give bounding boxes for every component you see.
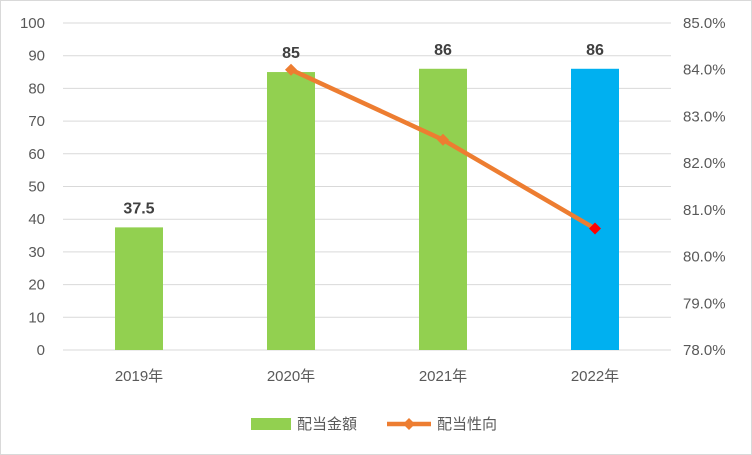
legend-marker-line bbox=[403, 418, 415, 430]
y-left-tick-label: 80 bbox=[28, 80, 45, 97]
x-tick-label: 2019年 bbox=[115, 368, 163, 385]
y-left-tick-label: 100 bbox=[20, 15, 45, 32]
y-right-tick-label: 79.0% bbox=[683, 295, 726, 312]
y-right-tick-label: 82.0% bbox=[683, 155, 726, 172]
bar-data-label: 86 bbox=[586, 42, 604, 59]
y-right-tick-label: 80.0% bbox=[683, 249, 726, 266]
y-axis-left: 0 10 20 30 40 50 60 70 80 90 100 bbox=[20, 15, 45, 359]
line-point bbox=[285, 63, 297, 76]
y-axis-right: 78.0% 79.0% 80.0% 81.0% 82.0% 83.0% 84.0% 85.0% bbox=[683, 15, 726, 359]
bar-data-label: 37.5 bbox=[123, 200, 154, 217]
bar-data-label: 86 bbox=[434, 42, 452, 59]
bar-data-label: 85 bbox=[282, 45, 300, 62]
gridlines bbox=[63, 22, 671, 351]
line-point bbox=[589, 222, 601, 235]
bar bbox=[571, 68, 619, 350]
y-right-tick-label: 81.0% bbox=[683, 202, 726, 219]
x-tick-label: 2021年 bbox=[419, 368, 467, 385]
legend-label-bar: 配当金額 bbox=[297, 415, 357, 433]
y-right-tick-label: 85.0% bbox=[683, 15, 726, 32]
bar-series bbox=[115, 68, 619, 351]
bar bbox=[267, 72, 315, 351]
legend-label-line: 配当性向 bbox=[437, 415, 497, 433]
legend: 配当金額 配当性向 bbox=[251, 415, 497, 433]
line-series bbox=[285, 63, 601, 235]
y-left-tick-label: 10 bbox=[28, 309, 45, 326]
bar bbox=[419, 68, 467, 350]
y-left-tick-label: 40 bbox=[28, 211, 45, 228]
legend-swatch-bar bbox=[251, 418, 291, 430]
x-axis: 2019年 2020年 2021年 2022年 bbox=[115, 368, 619, 385]
line-point bbox=[437, 133, 449, 146]
y-left-tick-label: 0 bbox=[37, 342, 45, 359]
y-left-tick-label: 50 bbox=[28, 179, 45, 196]
y-left-tick-label: 70 bbox=[28, 113, 45, 130]
x-tick-label: 2022年 bbox=[571, 368, 619, 385]
data-labels: 37.5 85 86 86 bbox=[123, 42, 604, 218]
y-right-tick-label: 84.0% bbox=[683, 62, 726, 79]
x-tick-label: 2020年 bbox=[267, 368, 315, 385]
y-left-tick-label: 30 bbox=[28, 244, 45, 261]
bar bbox=[115, 227, 163, 350]
y-right-tick-label: 78.0% bbox=[683, 342, 726, 359]
y-left-tick-label: 90 bbox=[28, 48, 45, 65]
y-left-tick-label: 20 bbox=[28, 277, 45, 294]
y-right-tick-label: 83.0% bbox=[683, 108, 726, 125]
y-left-tick-label: 60 bbox=[28, 146, 45, 163]
